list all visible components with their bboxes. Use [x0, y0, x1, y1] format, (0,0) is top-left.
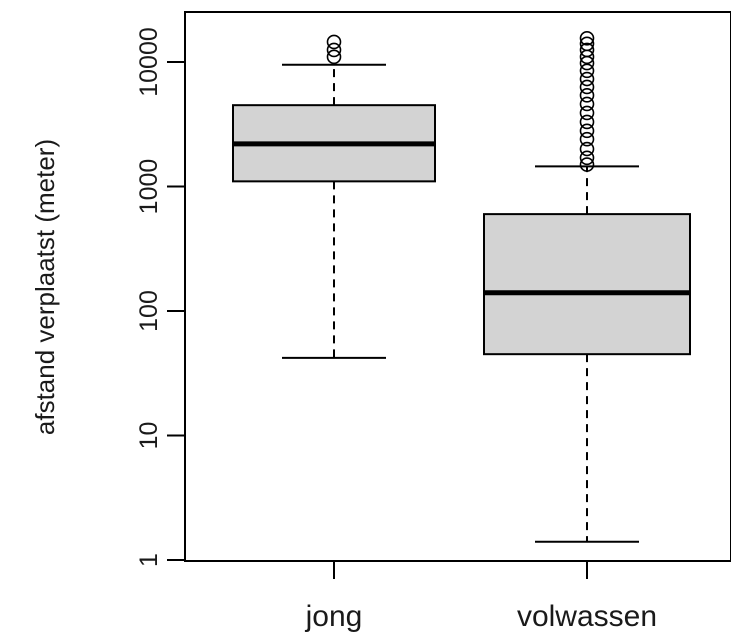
outlier-point	[326, 49, 342, 65]
box-volwassen	[483, 31, 691, 543]
x-axis: jong volwassen	[305, 561, 657, 633]
outlier-point	[579, 79, 595, 95]
outlier-point	[326, 34, 342, 50]
y-axis-label: afstand verplaatst (meter)	[30, 139, 60, 435]
outlier-point	[579, 31, 595, 46]
outlier-point	[579, 141, 595, 157]
outlier-point	[579, 63, 595, 79]
outlier-point	[579, 157, 595, 172]
outlier-point	[579, 105, 595, 121]
outlier-point	[579, 123, 595, 139]
outlier-point	[579, 150, 595, 166]
box-jong	[232, 34, 436, 359]
boxes-layer	[232, 31, 691, 543]
x-tick-label: volwassen	[517, 600, 657, 633]
outlier-point	[579, 114, 595, 130]
y-tick-label: 10000	[135, 27, 163, 97]
plot-frame	[184, 11, 731, 562]
outlier-point	[579, 71, 595, 87]
outlier-point	[326, 42, 342, 58]
y-axis: 1 10 100 1000 10000	[135, 27, 185, 567]
outlier-point	[579, 36, 595, 52]
outlier-point	[579, 96, 595, 112]
y-tick-label: 1	[135, 553, 163, 567]
y-tick-label: 1000	[135, 159, 163, 215]
outlier-point	[579, 88, 595, 103]
x-tick-label: jong	[305, 600, 363, 633]
y-tick-label: 100	[135, 290, 163, 332]
box-iqr	[483, 213, 691, 356]
y-tick-label: 10	[135, 422, 163, 450]
outlier-point	[579, 42, 595, 58]
outlier-point	[579, 131, 595, 147]
